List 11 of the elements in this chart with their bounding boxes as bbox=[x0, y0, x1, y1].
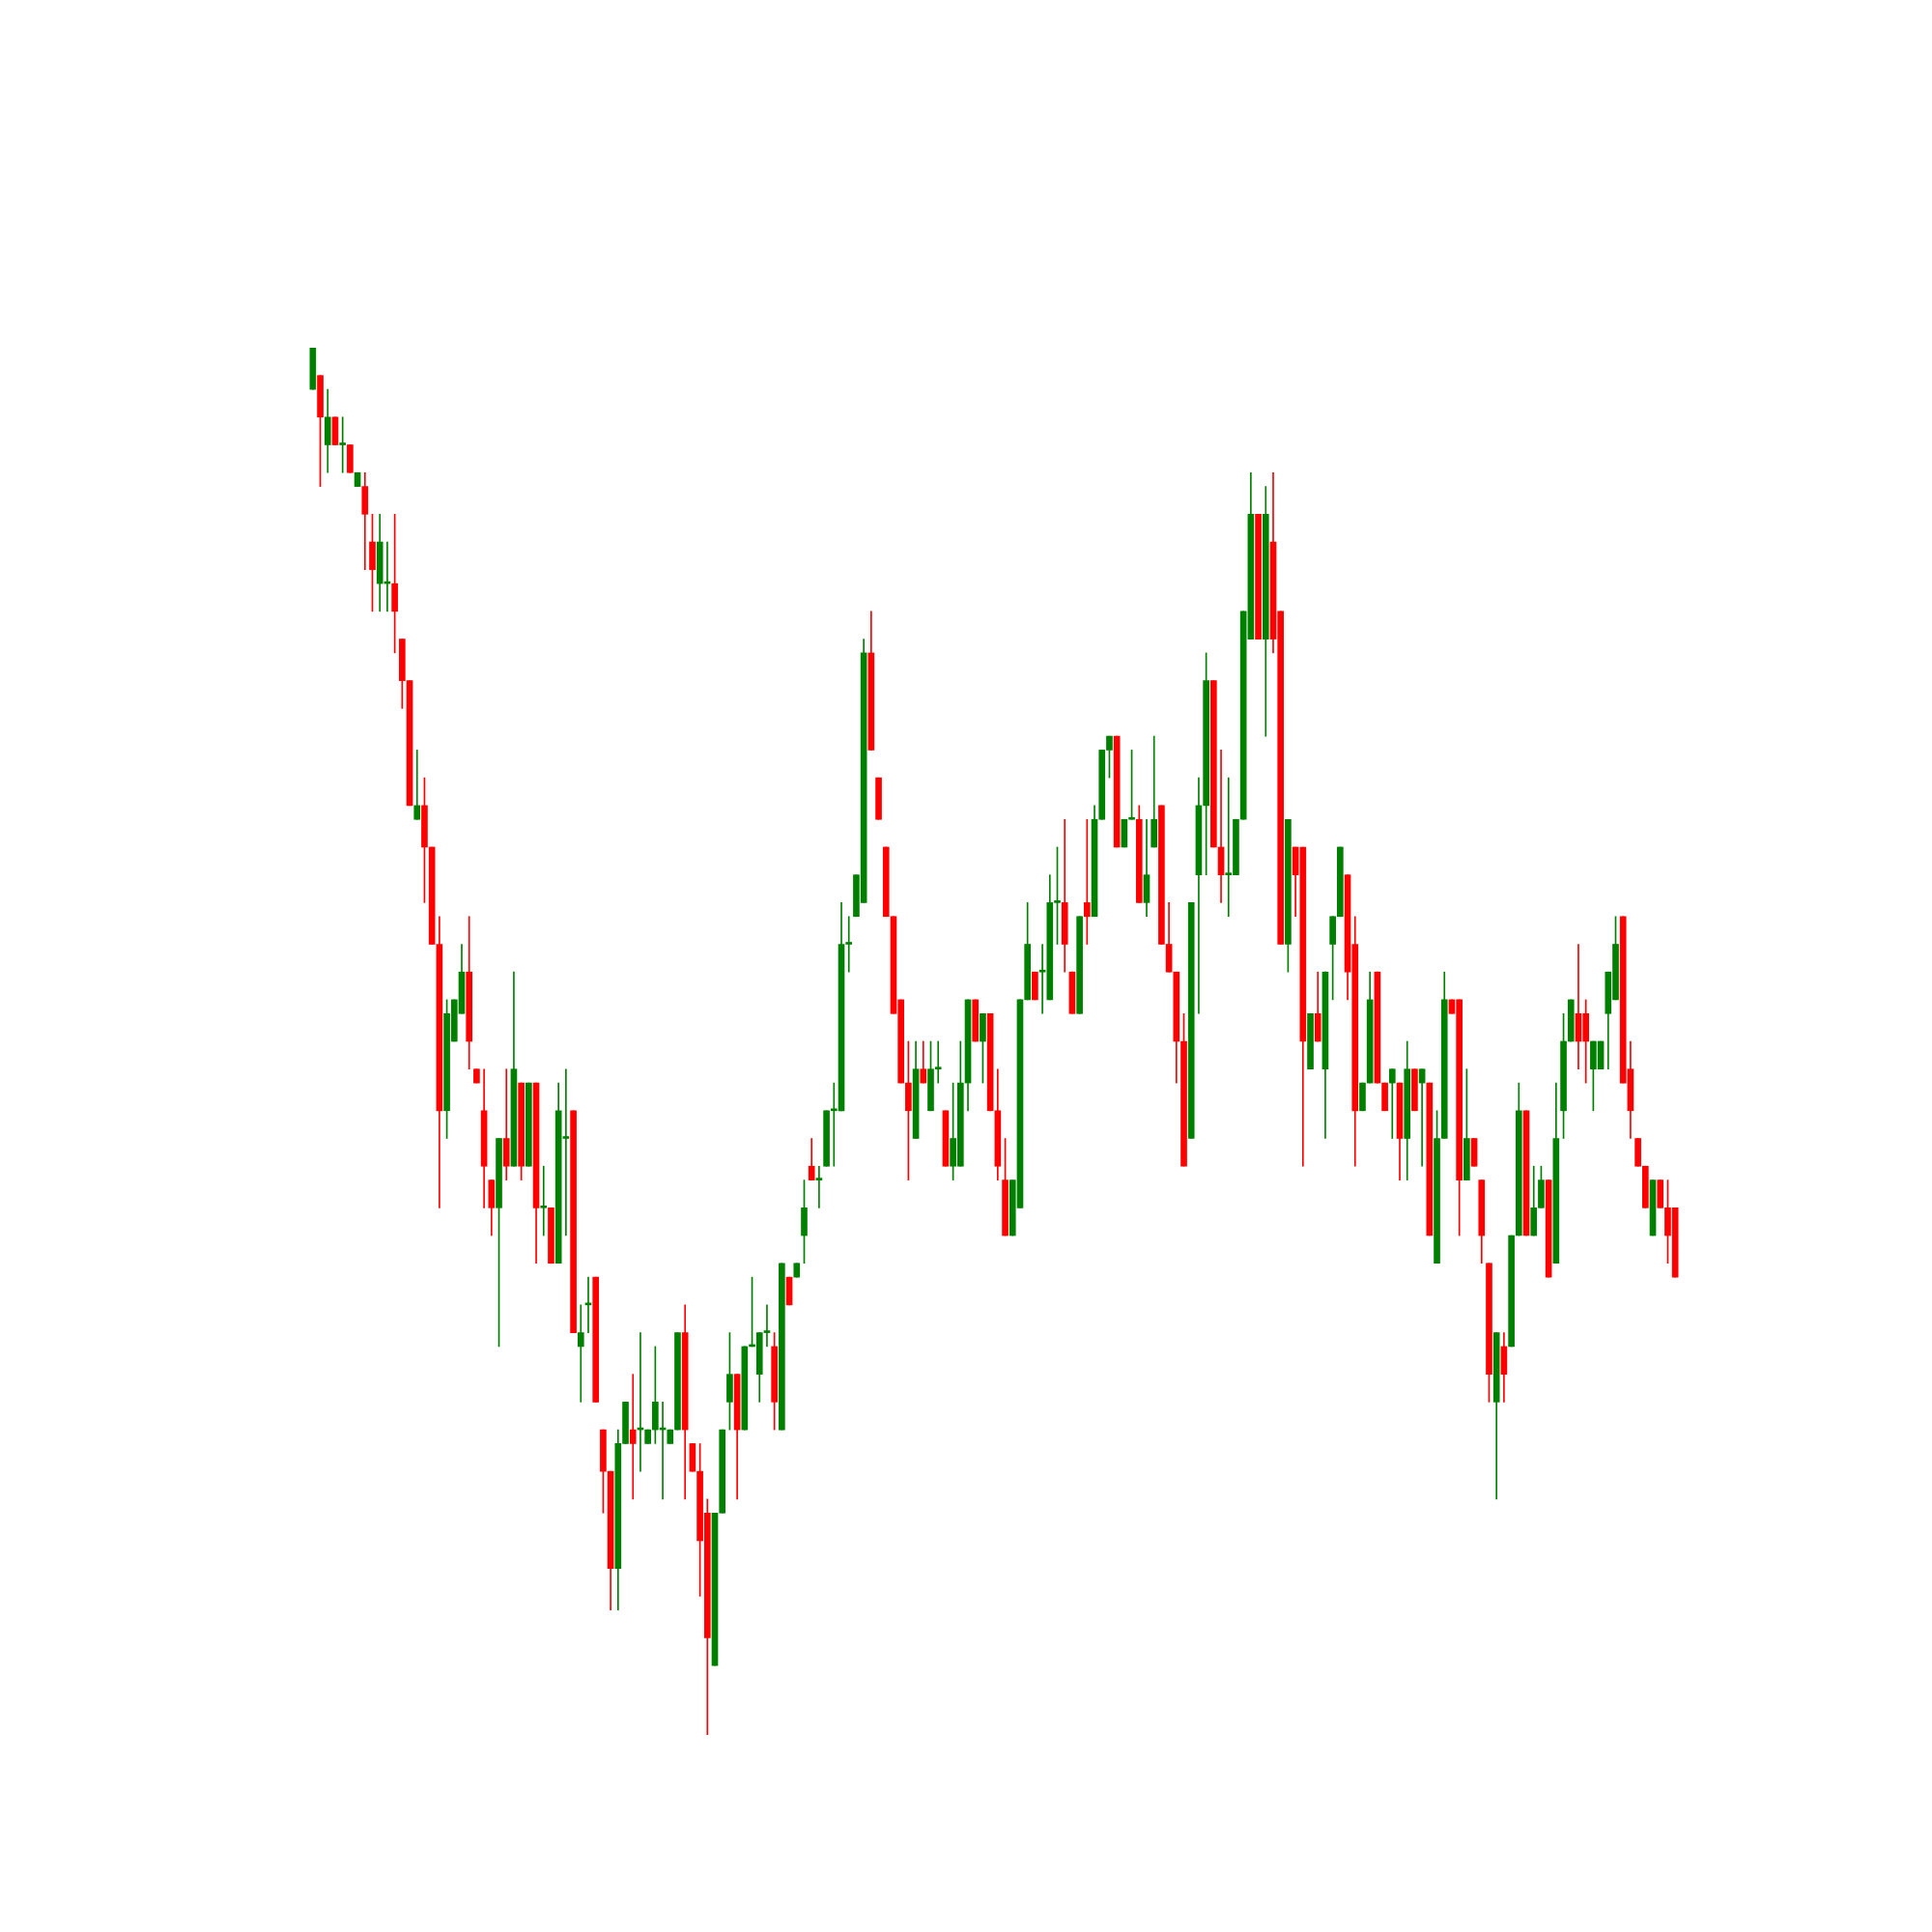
candlestick bbox=[502, 1068, 510, 1180]
candlestick bbox=[1388, 1068, 1396, 1139]
candlestick bbox=[577, 1304, 584, 1403]
candlestick bbox=[1418, 1068, 1426, 1167]
candlestick bbox=[1151, 735, 1158, 848]
candlestick bbox=[629, 1374, 637, 1500]
candlestick bbox=[413, 750, 421, 820]
candlestick bbox=[815, 1165, 823, 1208]
candlestick bbox=[562, 1068, 570, 1236]
candlestick bbox=[339, 416, 347, 473]
candlestick bbox=[540, 1165, 548, 1236]
